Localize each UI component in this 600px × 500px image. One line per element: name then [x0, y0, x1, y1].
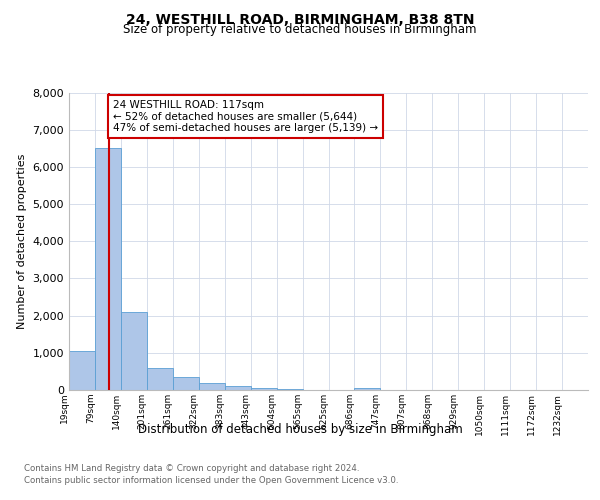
Bar: [173, 377, 199, 390]
Text: 24 WESTHILL ROAD: 117sqm
← 52% of detached houses are smaller (5,644)
47% of sem: 24 WESTHILL ROAD: 117sqm ← 52% of detach…: [113, 100, 378, 133]
Bar: [199, 384, 224, 390]
Text: Contains HM Land Registry data © Crown copyright and database right 2024.: Contains HM Land Registry data © Crown c…: [24, 464, 359, 473]
Bar: [95, 148, 121, 390]
Bar: [225, 386, 251, 390]
Bar: [69, 351, 95, 390]
Bar: [147, 368, 173, 390]
Bar: [355, 388, 380, 390]
Text: Distribution of detached houses by size in Birmingham: Distribution of detached houses by size …: [137, 422, 463, 436]
Y-axis label: Number of detached properties: Number of detached properties: [17, 154, 27, 329]
Bar: [121, 312, 147, 390]
Text: Contains public sector information licensed under the Open Government Licence v3: Contains public sector information licen…: [24, 476, 398, 485]
Text: 24, WESTHILL ROAD, BIRMINGHAM, B38 8TN: 24, WESTHILL ROAD, BIRMINGHAM, B38 8TN: [126, 12, 474, 26]
Bar: [251, 388, 277, 390]
Text: Size of property relative to detached houses in Birmingham: Size of property relative to detached ho…: [123, 24, 477, 36]
